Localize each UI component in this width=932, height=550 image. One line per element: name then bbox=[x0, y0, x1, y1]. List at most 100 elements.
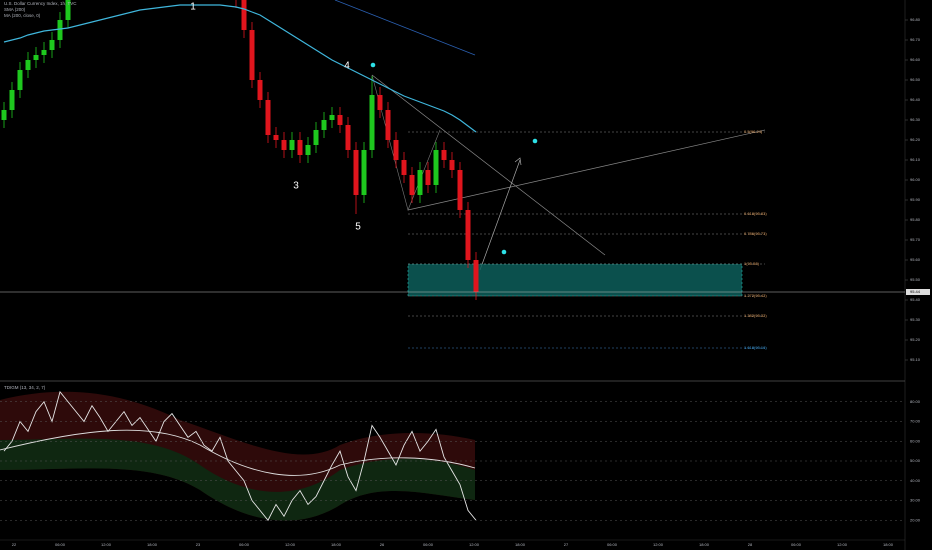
y-tick-label: 95.80 bbox=[910, 217, 921, 222]
series-line bbox=[3, 4, 477, 133]
projection-arrow bbox=[479, 159, 521, 271]
marker bbox=[370, 62, 376, 68]
candle-body bbox=[457, 170, 463, 210]
trendline bbox=[371, 74, 606, 256]
candle-body bbox=[361, 150, 367, 195]
candle-body bbox=[337, 115, 343, 125]
x-tick-label: 12:00 bbox=[469, 542, 480, 547]
header-study: SMA (200) bbox=[4, 7, 26, 12]
candle-body bbox=[441, 150, 447, 160]
candle-body bbox=[305, 145, 311, 155]
candle-body bbox=[65, 0, 71, 20]
band-lower bbox=[0, 438, 475, 521]
series-line bbox=[3, 390, 477, 522]
x-tick-label: 12:00 bbox=[101, 542, 112, 547]
candle-body bbox=[321, 120, 327, 130]
x-tick-label: 22 bbox=[12, 542, 17, 547]
candle-body bbox=[9, 90, 15, 110]
fib-label: 0.786(95.73) bbox=[744, 231, 767, 236]
x-tick-label: 18:00 bbox=[147, 542, 158, 547]
y-tick-label: 95.70 bbox=[910, 237, 921, 242]
indicator-title: TDIGM (13, 34, 2, 7) bbox=[4, 385, 46, 390]
fib-label: 1.382(95.32) bbox=[744, 313, 767, 318]
marker bbox=[501, 249, 507, 255]
ma-long bbox=[334, 0, 476, 56]
y-tick-label: 95.30 bbox=[910, 317, 921, 322]
y-tick-label: 95.50 bbox=[910, 277, 921, 282]
x-tick-label: 06:00 bbox=[239, 542, 250, 547]
fib-label: 1.618(95.16) bbox=[744, 345, 767, 350]
candle-body bbox=[25, 60, 31, 70]
x-tick-label: 06:00 bbox=[55, 542, 66, 547]
x-tick-label: 18:00 bbox=[699, 542, 710, 547]
y-tick-label: 96.00 bbox=[910, 177, 921, 182]
candle-body bbox=[57, 20, 63, 40]
candle-body bbox=[1, 110, 7, 120]
y-tick-label: 95.40 bbox=[910, 297, 921, 302]
y-tick-label: 50.00 bbox=[910, 458, 921, 463]
y-tick-label: 96.40 bbox=[910, 97, 921, 102]
wave-label: 4 bbox=[344, 61, 350, 72]
candle-body bbox=[353, 150, 359, 195]
baseline bbox=[0, 429, 476, 476]
candle-body bbox=[41, 50, 47, 55]
x-tick-label: 23 bbox=[196, 542, 201, 547]
candle-body bbox=[385, 110, 391, 140]
candle-body bbox=[345, 125, 351, 150]
candle-body bbox=[289, 140, 295, 150]
wave-label: 3 bbox=[293, 181, 299, 192]
candle-body bbox=[257, 80, 263, 100]
x-tick-label: 06:00 bbox=[423, 542, 434, 547]
candle-body bbox=[241, 0, 247, 30]
candle-body bbox=[265, 100, 271, 135]
y-tick-label: 96.10 bbox=[910, 157, 921, 162]
header-symbol: U.S. Dollar Currency Index, 1h, TVC bbox=[4, 1, 77, 6]
y-tick-label: 95.20 bbox=[910, 337, 921, 342]
candle-body bbox=[281, 140, 287, 150]
candle-body bbox=[409, 175, 415, 195]
x-tick-label: 06:00 bbox=[791, 542, 802, 547]
candle-body bbox=[329, 115, 335, 120]
candle-body bbox=[417, 170, 423, 195]
arrow-head bbox=[514, 157, 522, 166]
target-zone bbox=[407, 263, 743, 297]
x-tick-label: 18:00 bbox=[883, 542, 894, 547]
fib-label: 0.618(95.83) bbox=[744, 211, 767, 216]
candle-body bbox=[249, 30, 255, 80]
indicator-pane bbox=[0, 390, 477, 522]
candle-body bbox=[33, 55, 39, 60]
candle-body bbox=[425, 170, 431, 185]
fib-label: 0.5(96.24) bbox=[744, 129, 763, 134]
wave-label: 5 bbox=[355, 222, 361, 233]
fib-label: 1(95.58) bbox=[744, 261, 760, 266]
y-tick-label: 80.00 bbox=[910, 399, 921, 404]
header-study: MA (200, close, 0) bbox=[4, 13, 41, 18]
wave-path bbox=[371, 74, 441, 211]
trendline bbox=[407, 129, 766, 211]
y-tick-label: 20.00 bbox=[910, 517, 921, 522]
y-tick-label: 96.50 bbox=[910, 77, 921, 82]
candle-body bbox=[465, 210, 471, 260]
y-tick-label: 60.00 bbox=[910, 438, 921, 443]
y-tick-label: 95.10 bbox=[910, 357, 921, 362]
fib-label: 1.272(95.42) bbox=[744, 293, 767, 298]
last-price-tag bbox=[906, 289, 930, 295]
y-tick-label: 96.70 bbox=[910, 37, 921, 42]
x-tick-label: 12:00 bbox=[653, 542, 664, 547]
y-tick-label: 40.00 bbox=[910, 478, 921, 483]
candle-body bbox=[297, 140, 303, 155]
x-tick-label: 18:00 bbox=[515, 542, 526, 547]
candle-body bbox=[273, 135, 279, 140]
y-tick-label: 96.30 bbox=[910, 117, 921, 122]
last-price-label: 95.44 bbox=[910, 289, 921, 294]
candle-body bbox=[401, 160, 407, 175]
y-tick-label: 96.60 bbox=[910, 57, 921, 62]
x-tick-label: 12:00 bbox=[837, 542, 848, 547]
candle-body bbox=[313, 130, 319, 145]
candle-body bbox=[473, 260, 479, 292]
candle-body bbox=[449, 160, 455, 170]
x-tick-label: 18:00 bbox=[331, 542, 342, 547]
x-tick-label: 27 bbox=[564, 542, 569, 547]
